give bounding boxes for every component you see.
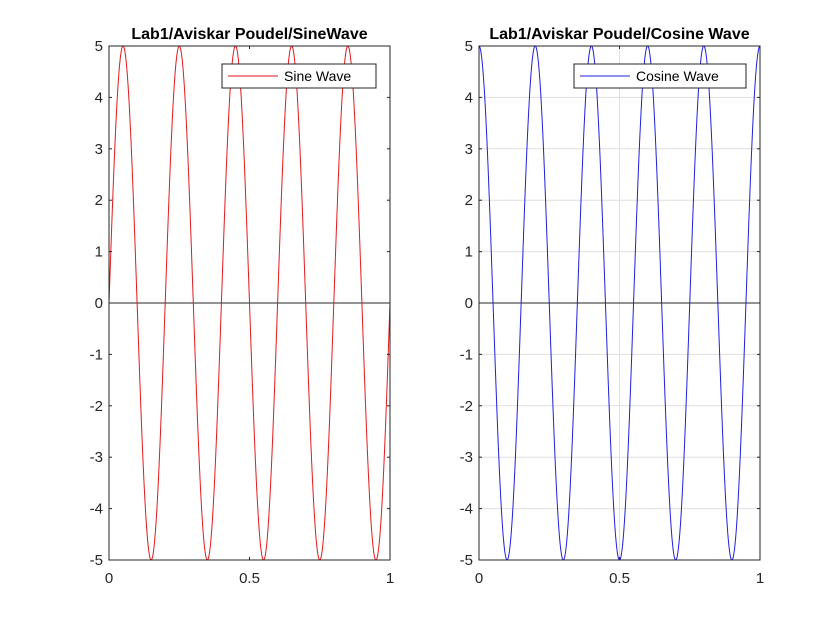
y-tick-label: 3 xyxy=(95,141,103,158)
x-tick-label: 1 xyxy=(756,570,764,587)
x-tick-label: 0.5 xyxy=(609,570,630,587)
legend-label: Cosine Wave xyxy=(636,68,719,84)
y-tick-label: -4 xyxy=(90,501,103,518)
y-tick-label: -5 xyxy=(460,552,473,569)
subplot-1: 0 0.5 1 -5 -4 -3 -2 -1 0 1 2 3 4 5 Lab1/Aviskar Poudel… xyxy=(90,26,395,587)
y-tick-label: -2 xyxy=(460,398,473,415)
y-tick-label: 5 xyxy=(465,38,473,55)
y-tick-label: -3 xyxy=(90,449,103,466)
y-tick-label: -3 xyxy=(460,449,473,466)
legend: Sine Wave xyxy=(221,63,377,89)
chart-title: Lab1/Aviskar Poudel/Cosine Wave xyxy=(489,26,749,43)
legend-label: Sine Wave xyxy=(284,68,351,84)
y-tick-label: 2 xyxy=(465,192,473,209)
x-tick-label: 1 xyxy=(386,570,394,587)
y-tick-label: 0 xyxy=(465,295,473,312)
y-tick-label: 1 xyxy=(465,244,473,261)
x-tick-label: 0 xyxy=(475,570,483,587)
x-tick-label: 0.5 xyxy=(239,570,260,587)
y-tick-label: -5 xyxy=(90,552,103,569)
subplot-2: 0 0.5 1 -5 -4 -3 -2 -1 0 1 2 3 4 5 Lab1/Aviskar Poudel… xyxy=(460,26,765,587)
y-tick-label: -2 xyxy=(90,398,103,415)
y-tick-label: 0 xyxy=(95,295,103,312)
y-tick-label: 4 xyxy=(95,89,103,106)
y-tick-label: 5 xyxy=(95,38,103,55)
y-tick-label: -1 xyxy=(460,346,473,363)
grid xyxy=(479,46,760,560)
legend: Cosine Wave xyxy=(573,63,747,89)
y-tick-label: 1 xyxy=(95,244,103,261)
y-tick-label: -1 xyxy=(90,346,103,363)
y-tick-label: -4 xyxy=(460,501,473,518)
y-tick-label: 3 xyxy=(465,141,473,158)
chart-title: Lab1/Aviskar Poudel/SineWave xyxy=(131,26,367,43)
x-tick-label: 0 xyxy=(105,570,113,587)
y-tick-label: 4 xyxy=(465,89,473,106)
y-tick-label: 2 xyxy=(95,192,103,209)
